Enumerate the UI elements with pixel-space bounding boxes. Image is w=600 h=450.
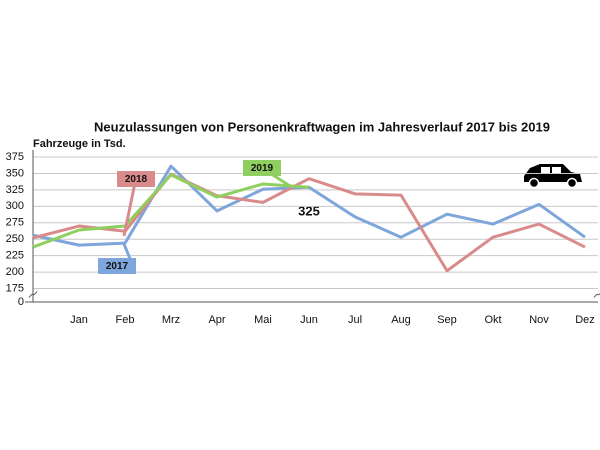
y-tick-label: 250 xyxy=(6,233,24,245)
y-tick-label: 0 xyxy=(18,296,24,308)
chart-title: Neuzulassungen von Personenkraftwagen im… xyxy=(94,119,550,134)
y-tick-label: 375 xyxy=(6,151,24,163)
axis-break xyxy=(28,291,38,298)
x-tick-label: Aug xyxy=(391,314,411,326)
y-tick-label: 175 xyxy=(6,282,24,294)
x-tick-label: Nov xyxy=(529,314,549,326)
x-tick-label: Feb xyxy=(116,314,135,326)
y-tick-label: 200 xyxy=(6,266,24,278)
axis-break xyxy=(593,293,600,298)
x-tick-label: Jul xyxy=(348,314,362,326)
legend-label: 2017 xyxy=(106,261,129,272)
x-tick-label: Mrz xyxy=(162,314,180,326)
x-tick-label: Mai xyxy=(254,314,272,326)
x-tick-label: Okt xyxy=(484,314,501,326)
x-tick-label: Dez xyxy=(575,314,595,326)
annotation: 325 xyxy=(298,203,320,218)
x-tick-label: Jun xyxy=(300,314,318,326)
car-icon xyxy=(524,164,582,189)
legend-label: 2019 xyxy=(251,163,274,174)
legend-box xyxy=(117,171,155,187)
x-tick-label: Sep xyxy=(437,314,457,326)
y-tick-label: 300 xyxy=(6,200,24,212)
legend-leader xyxy=(122,177,138,237)
y-axis-label: Fahrzeuge in Tsd. xyxy=(33,138,126,150)
series-line xyxy=(32,173,310,249)
y-tick-label: 325 xyxy=(6,184,24,196)
x-tick-label: Jan xyxy=(70,314,88,326)
y-tick-label: 350 xyxy=(6,167,24,179)
y-tick-label: 225 xyxy=(6,250,24,262)
legend-box xyxy=(243,160,281,176)
y-tick-label: 275 xyxy=(6,217,24,229)
x-tick-label: Apr xyxy=(208,314,225,326)
legend-box xyxy=(98,258,136,274)
legend-label: 2018 xyxy=(125,174,148,185)
